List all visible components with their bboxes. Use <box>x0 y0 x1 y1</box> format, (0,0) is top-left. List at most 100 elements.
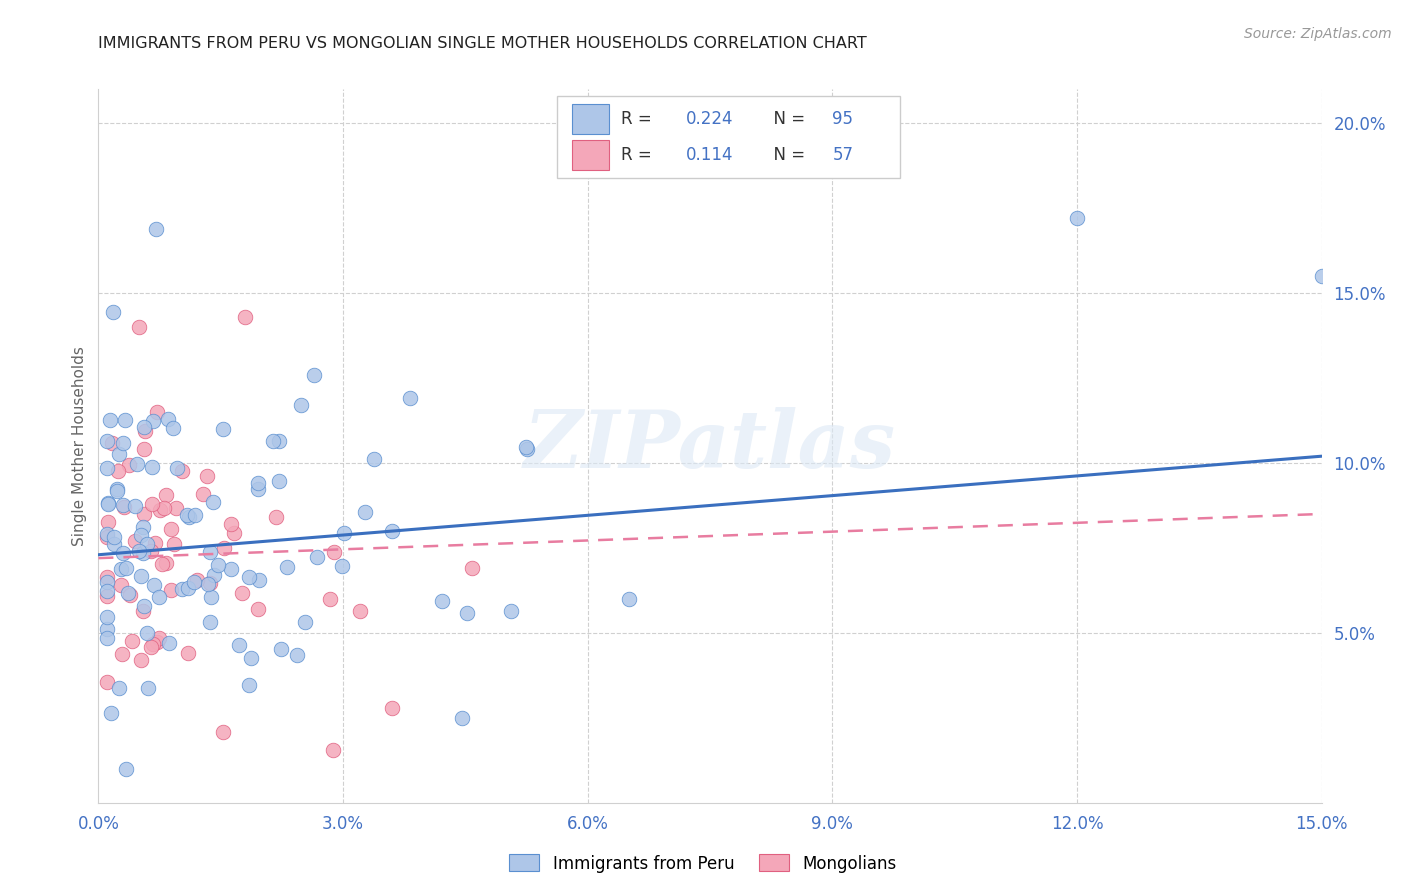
Point <box>270 642 292 657</box>
Text: 0.114: 0.114 <box>686 146 733 164</box>
Point <box>456 606 478 620</box>
Point <box>129 527 152 541</box>
Point <box>269 474 291 488</box>
Point <box>155 488 177 502</box>
Point <box>108 681 131 695</box>
Point <box>96 574 118 589</box>
Point <box>198 615 221 629</box>
Point <box>149 503 172 517</box>
Point <box>136 681 159 695</box>
Point <box>124 534 146 549</box>
Point <box>224 526 246 541</box>
Text: N =: N = <box>762 111 810 128</box>
Point <box>381 524 404 538</box>
Point <box>129 568 152 582</box>
Point <box>148 632 170 646</box>
Point <box>231 586 253 600</box>
Text: Source: ZipAtlas.com: Source: ZipAtlas.com <box>1244 27 1392 41</box>
Point <box>124 500 146 514</box>
Text: R =: R = <box>620 111 657 128</box>
Point <box>141 497 163 511</box>
Point <box>97 496 120 510</box>
Point <box>165 501 187 516</box>
Point <box>111 498 134 512</box>
Point <box>176 508 198 522</box>
Text: ZIPatlas: ZIPatlas <box>524 408 896 484</box>
Point <box>108 447 131 461</box>
Text: 95: 95 <box>832 111 853 128</box>
Point <box>128 320 150 334</box>
Point <box>247 482 270 496</box>
Point <box>145 222 167 236</box>
Point <box>100 706 122 720</box>
Point <box>103 305 125 319</box>
Point <box>228 639 250 653</box>
Point <box>112 500 135 514</box>
Point <box>322 544 344 558</box>
Y-axis label: Single Mother Households: Single Mother Households <box>72 346 87 546</box>
Point <box>430 594 453 608</box>
Point <box>246 601 269 615</box>
Point <box>96 526 118 541</box>
Point <box>96 631 118 645</box>
Point <box>105 484 128 499</box>
Point <box>319 591 342 606</box>
Point <box>96 461 118 475</box>
Point <box>132 546 155 560</box>
Point <box>240 651 263 665</box>
Point <box>96 675 118 690</box>
Point <box>146 405 169 419</box>
Point <box>134 424 156 438</box>
Point <box>148 590 170 604</box>
Point <box>221 562 243 576</box>
Point <box>363 452 385 467</box>
Point <box>132 519 155 533</box>
Point <box>96 530 118 544</box>
Point <box>238 569 260 583</box>
Point <box>183 574 205 589</box>
Point <box>160 522 183 536</box>
Point <box>132 604 155 618</box>
FancyBboxPatch shape <box>557 96 900 178</box>
Point <box>96 609 118 624</box>
Point <box>515 440 537 454</box>
Point <box>166 460 188 475</box>
Point <box>132 442 155 456</box>
Point <box>195 468 218 483</box>
Text: 0.224: 0.224 <box>686 111 733 128</box>
Point <box>142 637 165 651</box>
Point <box>127 457 149 471</box>
Point <box>132 420 155 434</box>
Point <box>132 599 155 613</box>
Point <box>198 576 221 591</box>
Point <box>276 560 298 574</box>
Point <box>160 582 183 597</box>
Point <box>211 422 233 436</box>
Point <box>117 586 139 600</box>
Point <box>247 476 270 491</box>
Point <box>98 413 121 427</box>
Point <box>381 701 404 715</box>
Point <box>146 635 169 649</box>
Point <box>211 725 233 739</box>
Point <box>156 411 179 425</box>
Point <box>333 526 356 541</box>
Point <box>238 678 260 692</box>
Point <box>354 505 377 519</box>
Point <box>499 604 522 618</box>
Point <box>330 559 353 574</box>
Point <box>97 515 120 529</box>
Point <box>132 507 155 521</box>
Point <box>110 562 132 576</box>
Point <box>516 442 538 457</box>
Point <box>111 647 134 661</box>
Point <box>114 561 136 575</box>
Point <box>143 578 166 592</box>
Point <box>139 640 162 654</box>
Point <box>105 482 128 496</box>
Point <box>200 590 222 604</box>
Point <box>150 558 173 572</box>
Point <box>294 615 316 630</box>
Point <box>135 536 157 550</box>
FancyBboxPatch shape <box>572 104 609 134</box>
